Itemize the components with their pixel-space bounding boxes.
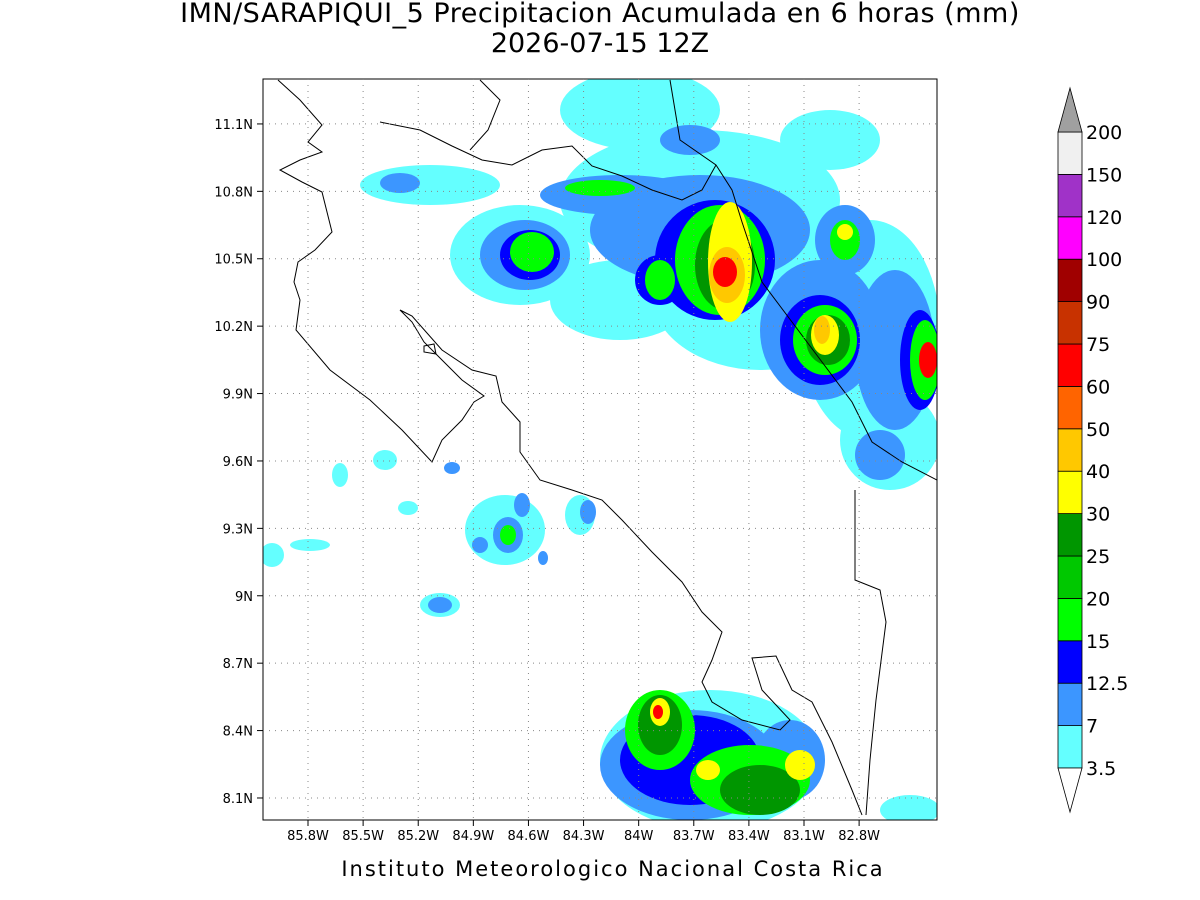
y-tick-label: 11.1N [214,118,253,133]
footer-credit: Instituto Meteorologico Nacional Costa R… [341,857,884,881]
colorbar-segment [1057,555,1083,599]
colorbar-label: 50 [1086,419,1110,441]
colorbar-segment [1057,385,1083,430]
colorbar-label: 15 [1086,631,1110,653]
colorbar-label: 120 [1086,207,1122,229]
y-tick-label: 8.7N [223,657,253,672]
y-tick-label: 9.9N [223,388,253,403]
x-tick-label: 83.7W [673,829,715,844]
colorbar-label: 60 [1086,376,1110,398]
colorbar-label: 100 [1086,249,1122,271]
x-tick-label: 83.4W [728,829,770,844]
colorbar-segment [1057,301,1083,345]
colorbar-segment [1057,598,1083,642]
x-tick-label: 85.5W [342,829,384,844]
title: IMN/SARAPIQUI_5 Precipitacion Acumulada … [180,0,1020,29]
x-tick-label: 84.9W [452,829,494,844]
colorbar-label: 25 [1086,546,1110,568]
y-tick-label: 8.4N [223,725,253,740]
colorbar-label: 3.5 [1086,758,1116,780]
colorbar-label: 75 [1086,334,1110,356]
colorbar-segment [1057,640,1083,684]
subtitle: 2026-07-15 12Z [491,28,709,59]
colorbar-segment [1057,725,1083,769]
colorbar-segment [1057,343,1083,387]
colorbar-label: 7 [1086,716,1098,738]
colorbar-label: 30 [1086,504,1110,526]
colorbar-over [1057,86,1083,133]
x-tick-label: 82.8W [838,829,880,844]
y-tick-label: 10.5N [214,253,253,268]
colorbar-segment [1057,173,1083,218]
y-tick-label: 10.8N [214,185,253,200]
colorbar-segment [1057,682,1083,727]
map-frame [262,78,938,821]
colorbar-label: 12.5 [1086,673,1128,695]
colorbar-segment [1057,470,1083,515]
colorbar-label: 90 [1086,292,1110,314]
colorbar-label: 40 [1086,461,1110,483]
x-tick-label: 85.8W [287,829,329,844]
y-tick-label: 9.3N [223,522,253,537]
x-tick-label: 83.1W [783,829,825,844]
y-tick-label: 9N [235,590,253,605]
colorbar-label: 20 [1086,588,1110,610]
colorbar-label: 150 [1086,164,1122,186]
coastlines [277,79,937,816]
y-tick-label: 8.1N [223,792,253,807]
colorbar-segment [1057,216,1083,260]
x-tick-label: 84.6W [508,829,550,844]
colorbar-segment [1057,513,1083,557]
colorbar-segment [1057,428,1083,472]
precipitation-field [263,79,937,820]
y-tick-label: 9.6N [223,455,253,470]
colorbar-under [1057,767,1083,814]
colorbar-label: 200 [1086,122,1122,144]
x-tick-label: 85.2W [397,829,439,844]
x-tick-label: 84W [624,829,654,844]
x-tick-label: 84.3W [563,829,605,844]
colorbar-segment [1057,131,1083,175]
y-tick-label: 10.2N [214,320,253,335]
colorbar-segment [1057,258,1083,303]
